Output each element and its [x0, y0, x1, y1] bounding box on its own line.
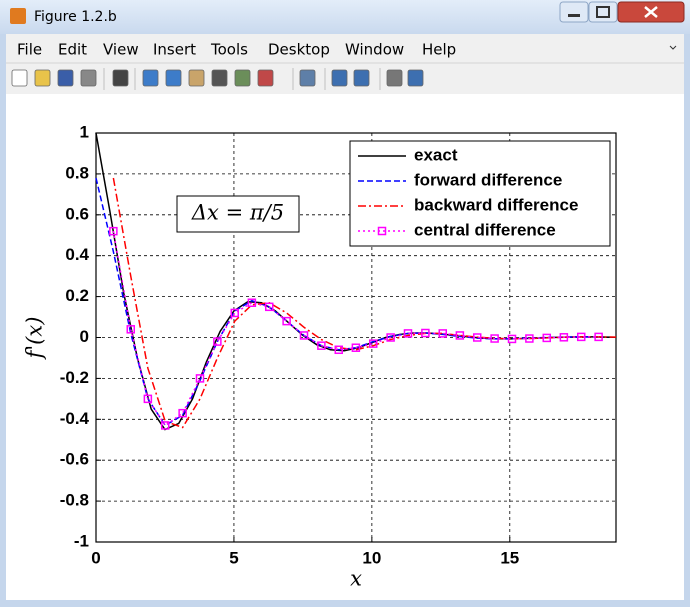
toolbar-button[interactable] — [34, 69, 51, 87]
toolbar-button[interactable] — [165, 69, 182, 87]
toolbar-button[interactable] — [331, 69, 348, 87]
annotation-box — [176, 195, 300, 233]
data-marker — [542, 333, 552, 343]
y-tick-label: -0.2 — [60, 368, 89, 387]
toolbar-button[interactable] — [386, 69, 403, 87]
data-marker — [472, 333, 482, 342]
data-marker — [178, 408, 187, 418]
data-marker — [490, 334, 499, 343]
y-tick-label: 0.6 — [65, 204, 89, 223]
data-marker — [594, 332, 603, 342]
data-marker — [109, 226, 118, 236]
menu-item[interactable]: Tools — [210, 41, 248, 59]
x-tick-label: 15 — [500, 548, 519, 567]
close-icon — [644, 6, 658, 18]
menu-item[interactable]: Desktop — [268, 41, 330, 59]
data-marker — [143, 394, 153, 404]
annotation: Δx = π/5 — [191, 201, 284, 225]
data-marker — [525, 334, 534, 343]
data-marker — [438, 329, 448, 338]
data-marker — [126, 325, 136, 334]
toolbar-button[interactable] — [11, 69, 28, 87]
y-tick-label: 0.2 — [65, 286, 89, 305]
toolbar-button[interactable] — [57, 69, 74, 87]
y-tick-label: 1 — [80, 122, 89, 141]
data-marker — [247, 298, 257, 307]
data-marker — [213, 337, 222, 346]
data-marker — [559, 333, 569, 342]
data-marker — [282, 316, 291, 326]
legend-label: exact — [414, 145, 458, 164]
toolbar-button[interactable] — [188, 69, 205, 87]
data-marker — [368, 339, 378, 348]
data-marker — [576, 332, 586, 342]
app-icon — [10, 8, 26, 24]
y-tick-label: 0.4 — [65, 245, 89, 264]
data-marker — [317, 341, 326, 350]
menu-item[interactable]: Edit — [58, 41, 87, 59]
legend-label: central difference — [414, 220, 556, 239]
toolbar-button[interactable] — [211, 69, 228, 87]
x-tick-label: 5 — [229, 548, 238, 567]
toolbar-button[interactable] — [80, 69, 97, 87]
axes: -1-0.8-0.6-0.4-0.200.20.40.60.810 5 10 15xf… — [23, 122, 617, 591]
series-line — [112, 231, 599, 427]
y-tick-label: -1 — [74, 531, 89, 550]
toolbar — [11, 68, 424, 90]
data-marker — [264, 302, 274, 312]
menu-chevron — [669, 45, 677, 50]
x-axis-label: x — [350, 567, 362, 591]
minimize-button[interactable] — [559, 1, 589, 23]
menu-item[interactable]: View — [103, 41, 139, 59]
y-tick-label: -0.4 — [60, 409, 90, 428]
y-axis-label: f'(x) — [23, 317, 47, 361]
toolbar-button[interactable] — [234, 69, 251, 87]
data-marker — [195, 374, 205, 383]
menu-bar: File Edit View Insert Tools Desktop Window Help — [17, 41, 677, 59]
menu-item[interactable]: Help — [422, 41, 456, 59]
y-tick-label: -0.8 — [60, 491, 89, 510]
toolbar-button[interactable] — [299, 69, 316, 87]
x-tick-label: 10 — [362, 548, 381, 567]
data-marker — [403, 329, 413, 338]
menu-item[interactable]: Insert — [153, 41, 196, 59]
toolbar-button[interactable] — [407, 69, 424, 87]
data-marker — [455, 331, 465, 340]
data-marker — [386, 333, 395, 342]
data-marker — [299, 331, 309, 340]
data-marker — [421, 328, 430, 338]
y-tick-label: -0.6 — [60, 450, 89, 469]
maximize-icon — [596, 6, 610, 18]
axes-box — [95, 132, 617, 543]
legend-box — [349, 140, 611, 247]
y-tick-label: 0 — [80, 327, 89, 346]
toolbar-button[interactable] — [142, 69, 159, 87]
data-marker — [230, 308, 240, 318]
legend-label: forward difference — [414, 170, 562, 189]
toolbar-button[interactable] — [257, 69, 274, 87]
legend-label: backward difference — [414, 195, 578, 214]
window-title: Figure 1.2.b — [34, 9, 117, 25]
data-marker — [351, 343, 361, 352]
toolbar-button[interactable] — [112, 69, 129, 87]
toolbar-button[interactable] — [353, 69, 370, 87]
data-marker — [507, 334, 517, 344]
data-marker — [334, 345, 344, 355]
minimize-icon — [568, 14, 580, 17]
legend-marker — [377, 226, 387, 236]
menu-item[interactable]: Window — [345, 41, 404, 59]
maximize-button[interactable] — [588, 1, 618, 23]
y-tick-label: 0.8 — [65, 163, 89, 182]
data-marker — [160, 421, 170, 430]
menu-item[interactable]: File — [17, 41, 42, 59]
x-tick-label: 0 — [91, 548, 100, 567]
